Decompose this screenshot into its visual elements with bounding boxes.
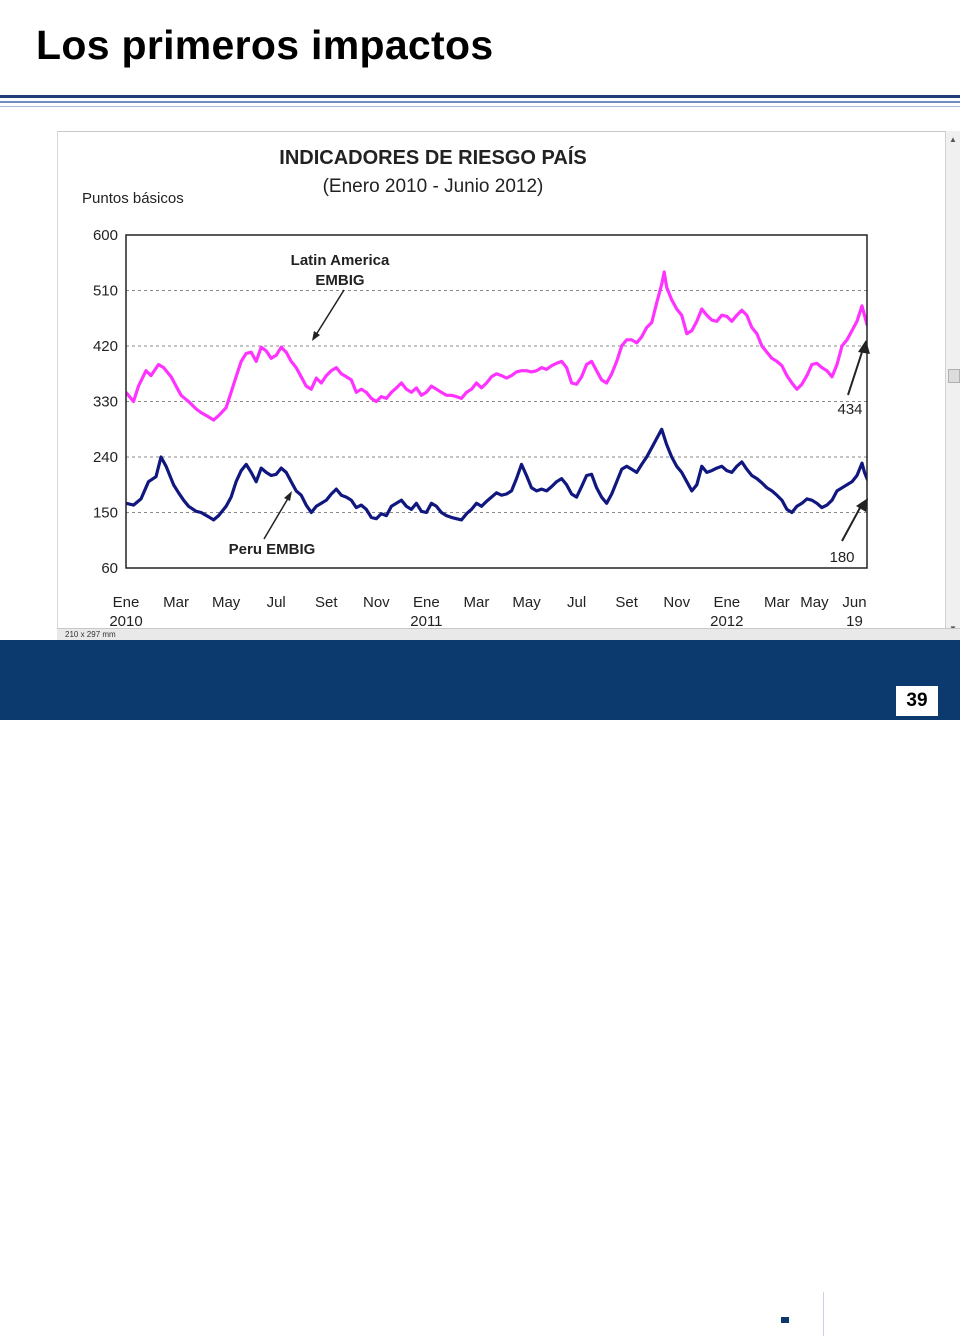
x-tick-year-label: 19 xyxy=(846,613,863,630)
x-tick-label: Jul xyxy=(567,594,586,611)
end-value-latin-america: 434 xyxy=(837,340,870,418)
chart-subtitle: (Enero 2010 - Junio 2012) xyxy=(323,176,544,197)
x-tick-year-label: 2012 xyxy=(710,613,743,630)
x-tick-label: Jun xyxy=(842,594,866,611)
latin-america-end-arrow-head xyxy=(858,340,870,354)
latin-america-embig-line xyxy=(126,270,867,422)
plot-area-border xyxy=(125,234,868,569)
series-lines xyxy=(126,270,867,522)
x-tick-label: Ene xyxy=(113,594,140,611)
latin-america-end-value: 434 xyxy=(837,401,862,418)
page-number: 39 xyxy=(896,686,938,716)
y-tick-label: 420 xyxy=(93,338,118,355)
x-tick-label: May xyxy=(800,594,829,611)
peru-embig-line xyxy=(126,427,867,522)
y-tick-label: 150 xyxy=(93,505,118,522)
university-logo-text: PONTIFICIA UNIVERSIDAD CATÓLICA DEL PERÚ xyxy=(830,1291,918,1332)
x-tick-label: Mar xyxy=(163,594,189,611)
chart-title: INDICADORES DE RIESGO PAÍS xyxy=(279,146,586,169)
scroll-up-arrow-icon[interactable]: ▲ xyxy=(949,135,957,144)
x-tick-label: Ene xyxy=(713,594,740,611)
logo-pontificia: PONTIFICIA xyxy=(830,1291,875,1298)
y-tick-label: 600 xyxy=(93,227,118,244)
end-value-peru: 180 xyxy=(829,498,868,566)
title-rule-light xyxy=(0,106,960,107)
x-tick-label: Mar xyxy=(764,594,790,611)
latin-america-label-line2: EMBIG xyxy=(315,272,364,289)
logo-universidad: UNIVERSIDAD xyxy=(830,1298,919,1312)
y-tick-label: 60 xyxy=(101,560,118,577)
title-rule-dark xyxy=(0,95,960,98)
scroll-thumb[interactable] xyxy=(948,369,960,383)
latin-america-arrow xyxy=(313,289,345,339)
page-size-text: 210 x 297 mm xyxy=(65,630,116,639)
slide-title: Los primeros impactos xyxy=(36,22,494,68)
x-tick-label: Mar xyxy=(464,594,490,611)
y-axis-label: Puntos básicos xyxy=(82,190,184,207)
y-tick-labels: 60 150 240 330 420 510 600 xyxy=(93,227,118,577)
latin-america-label-line1: Latin America xyxy=(291,252,390,269)
latin-america-arrow-head xyxy=(312,331,320,341)
peru-label: Peru EMBIG xyxy=(229,541,316,558)
peru-end-arrow-head xyxy=(856,498,868,512)
peru-arrow xyxy=(263,494,291,540)
peru-annotation: Peru EMBIG xyxy=(229,491,316,558)
x-tick-label: Jul xyxy=(267,594,286,611)
title-rule-mid xyxy=(0,101,960,103)
x-tick-label: Ene xyxy=(413,594,440,611)
x-tick-label: Nov xyxy=(663,594,690,611)
x-tick-label: May xyxy=(512,594,541,611)
page-size-statusbar: 210 x 297 mm xyxy=(57,628,960,641)
x-tick-label: Set xyxy=(615,594,638,611)
y-tick-label: 240 xyxy=(93,449,118,466)
y-tick-label: 510 xyxy=(93,283,118,300)
x-tick-label: Nov xyxy=(363,594,390,611)
university-seal-icon xyxy=(758,1288,812,1342)
logo-divider xyxy=(823,1292,824,1336)
x-tick-year-label: 2011 xyxy=(410,613,442,630)
peru-end-arrow xyxy=(841,505,862,542)
chart-frame: INDICADORES DE RIESGO PAÍS (Enero 2010 -… xyxy=(57,131,946,638)
peru-end-value: 180 xyxy=(829,549,854,566)
latin-america-end-arrow xyxy=(847,348,864,396)
footer-band: PONTIFICIA UNIVERSIDAD CATÓLICA DEL PERÚ xyxy=(0,640,960,1342)
peru-arrow-head xyxy=(284,491,292,501)
y-tick-label: 330 xyxy=(93,394,118,411)
logo-del-peru: DEL PERÚ xyxy=(830,1325,869,1332)
x-tick-label: May xyxy=(212,594,241,611)
x-tick-year-label: 2010 xyxy=(109,613,142,630)
risk-indicator-chart: INDICADORES DE RIESGO PAÍS (Enero 2010 -… xyxy=(82,146,870,630)
logo-catolica: CATÓLICA xyxy=(830,1311,896,1326)
x-tick-label: Set xyxy=(315,594,338,611)
x-tick-labels: Ene 2010 Mar May Jul Set Nov Ene 2011 Mar May Jul Se… xyxy=(109,594,866,630)
vertical-scrollbar[interactable]: ▲ ▼ xyxy=(945,131,960,637)
latin-america-annotation: Latin America EMBIG xyxy=(291,252,390,341)
